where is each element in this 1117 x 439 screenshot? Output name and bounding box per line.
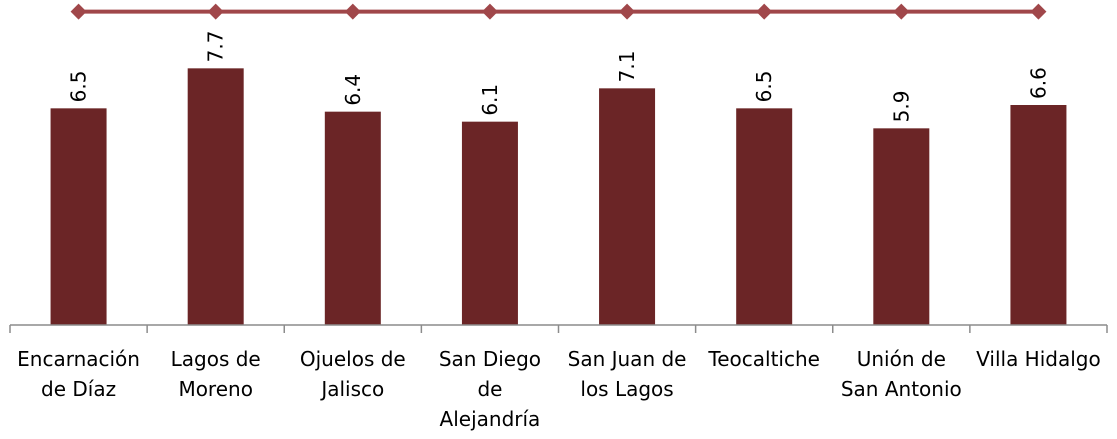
category-label: Encarnación de Díaz	[17, 347, 140, 401]
category-label: Ojuelos de Jalisco	[300, 347, 406, 401]
bar	[50, 108, 107, 325]
reference-marker	[207, 3, 224, 20]
category-label: Lagos de Moreno	[171, 347, 261, 401]
category-label: Teocaltiche	[707, 347, 820, 371]
category-label: San Juan de los Lagos	[568, 347, 687, 401]
bar	[599, 88, 656, 325]
data-label: 6.5	[752, 71, 776, 103]
reference-marker	[619, 3, 636, 20]
reference-marker	[1030, 3, 1047, 20]
bar	[187, 68, 244, 325]
x-axis-ticks	[9, 325, 1108, 333]
reference-marker	[893, 3, 910, 20]
category-labels-group: Encarnación de Díaz Lagos de Moreno Ojuelos …	[17, 347, 1101, 431]
bar	[324, 111, 381, 326]
category-label: San Diego de Alejandría	[439, 347, 541, 431]
bar	[1010, 105, 1067, 325]
category-label: Unión de San Antonio	[841, 347, 962, 401]
data-labels-group: 6.5 7.7 6.4 6.1 7.1 6.5 5.9 6.6	[67, 31, 1051, 123]
data-label: 6.4	[341, 74, 365, 106]
bar	[461, 121, 518, 326]
bar	[736, 108, 793, 325]
bars-group	[50, 68, 1067, 326]
data-label: 7.7	[204, 31, 228, 63]
data-label: 7.1	[615, 51, 639, 83]
data-label: 6.5	[67, 71, 91, 103]
reference-marker	[344, 3, 361, 20]
bar	[873, 128, 930, 325]
category-label: Villa Hidalgo	[976, 347, 1101, 371]
reference-marker	[70, 3, 87, 20]
data-label: 5.9	[889, 91, 913, 123]
reference-marker	[756, 3, 773, 20]
data-label: 6.6	[1026, 67, 1050, 99]
reference-marker	[481, 3, 498, 20]
data-label: 6.1	[478, 84, 502, 116]
reference-line-group	[70, 3, 1047, 20]
